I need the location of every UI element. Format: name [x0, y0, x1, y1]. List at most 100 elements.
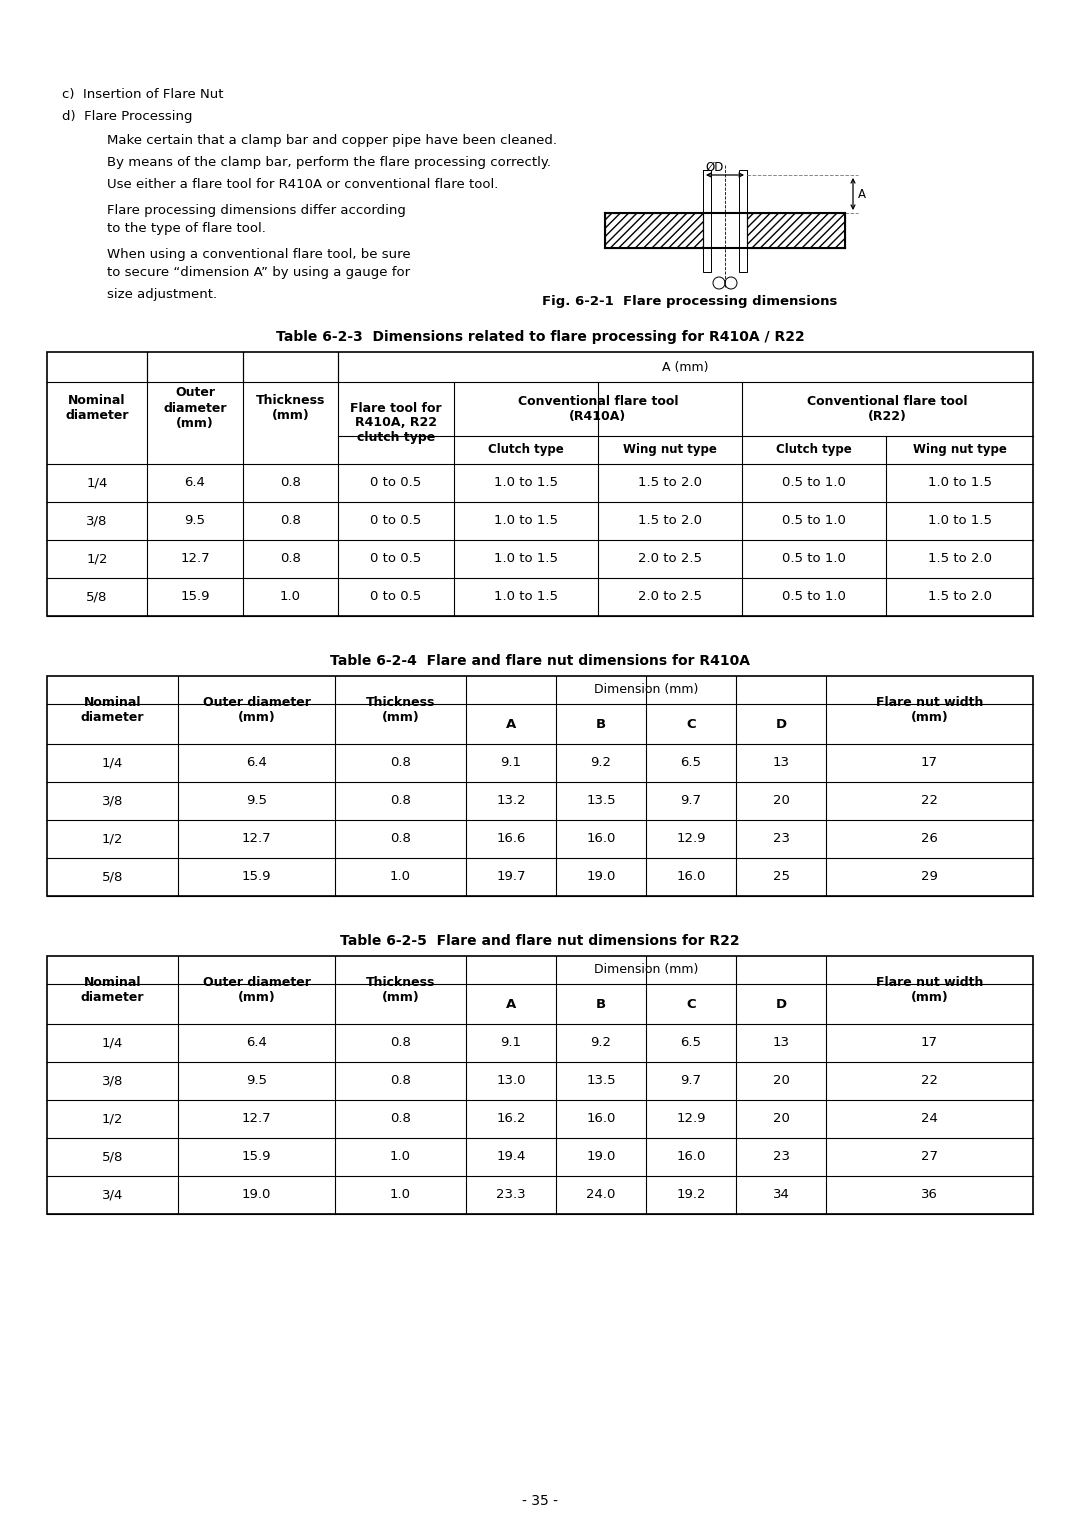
Text: Make certain that a clamp bar and copper pipe have been cleaned.: Make certain that a clamp bar and copper…: [107, 134, 557, 146]
Text: 13: 13: [772, 756, 789, 770]
Text: C: C: [686, 717, 696, 730]
Text: 0.8: 0.8: [280, 476, 301, 490]
Text: Table 6-2-3  Dimensions related to flare processing for R410A / R22: Table 6-2-3 Dimensions related to flare …: [275, 329, 805, 345]
Text: Dimension (mm): Dimension (mm): [594, 964, 698, 976]
Text: to the type of flare tool.: to the type of flare tool.: [107, 223, 266, 235]
Text: 9.7: 9.7: [680, 795, 702, 808]
Text: 13: 13: [772, 1037, 789, 1049]
Text: Outer diameter
(mm): Outer diameter (mm): [203, 976, 310, 1003]
Text: A (mm): A (mm): [662, 360, 708, 374]
Text: 1/4: 1/4: [102, 756, 123, 770]
Text: 26: 26: [921, 833, 937, 845]
Text: 6.5: 6.5: [680, 756, 702, 770]
Text: 9.1: 9.1: [500, 1037, 522, 1049]
Text: 19.0: 19.0: [586, 1150, 616, 1164]
Text: 1.0 to 1.5: 1.0 to 1.5: [494, 552, 558, 566]
Text: 23: 23: [772, 833, 789, 845]
Bar: [703, 169, 711, 271]
Text: size adjustment.: size adjustment.: [107, 288, 217, 300]
Text: Conventional flare tool
(R410A): Conventional flare tool (R410A): [517, 395, 678, 422]
Text: Nominal
diameter: Nominal diameter: [81, 695, 145, 724]
Text: B: B: [596, 717, 606, 730]
Text: 1.5 to 2.0: 1.5 to 2.0: [638, 514, 702, 528]
Text: c)  Insertion of Flare Nut: c) Insertion of Flare Nut: [62, 88, 224, 101]
Text: 0.5 to 1.0: 0.5 to 1.0: [782, 476, 846, 490]
Text: Flare processing dimensions differ according: Flare processing dimensions differ accor…: [107, 204, 406, 217]
Text: 0 to 0.5: 0 to 0.5: [370, 514, 421, 528]
Text: Nominal
diameter: Nominal diameter: [81, 976, 145, 1003]
Text: 16.2: 16.2: [496, 1113, 526, 1125]
Text: 13.2: 13.2: [496, 795, 526, 808]
Text: Clutch type: Clutch type: [488, 444, 564, 456]
Bar: [747, 214, 845, 249]
Text: 16.0: 16.0: [586, 833, 616, 845]
Text: 22: 22: [921, 1075, 939, 1087]
Text: 0 to 0.5: 0 to 0.5: [370, 476, 421, 490]
Text: 6.4: 6.4: [185, 476, 205, 490]
Text: 1.0 to 1.5: 1.0 to 1.5: [494, 476, 558, 490]
Text: 0.5 to 1.0: 0.5 to 1.0: [782, 552, 846, 566]
Text: Nominal
diameter: Nominal diameter: [65, 393, 129, 422]
Text: 16.0: 16.0: [586, 1113, 616, 1125]
Text: to secure “dimension A” by using a gauge for: to secure “dimension A” by using a gauge…: [107, 265, 410, 279]
Text: 9.2: 9.2: [591, 1037, 611, 1049]
Text: Outer diameter
(mm): Outer diameter (mm): [203, 695, 310, 724]
Text: 1/4: 1/4: [86, 476, 108, 490]
Text: 5/8: 5/8: [86, 590, 108, 604]
Text: Wing nut type: Wing nut type: [913, 444, 1007, 456]
Text: 13.0: 13.0: [496, 1075, 526, 1087]
Text: 12.7: 12.7: [242, 1113, 271, 1125]
Text: 9.1: 9.1: [500, 756, 522, 770]
Text: C: C: [686, 997, 696, 1011]
Bar: [739, 169, 747, 271]
Text: 0.5 to 1.0: 0.5 to 1.0: [782, 514, 846, 528]
Text: 9.5: 9.5: [246, 795, 267, 808]
Text: 29: 29: [921, 871, 937, 883]
Text: 12.7: 12.7: [242, 833, 271, 845]
Text: 15.9: 15.9: [242, 871, 271, 883]
Text: 0.8: 0.8: [390, 795, 410, 808]
Text: 17: 17: [921, 1037, 939, 1049]
Text: When using a conventional flare tool, be sure: When using a conventional flare tool, be…: [107, 249, 410, 261]
Text: Table 6-2-5  Flare and flare nut dimensions for R22: Table 6-2-5 Flare and flare nut dimensio…: [340, 933, 740, 949]
Text: Thickness
(mm): Thickness (mm): [366, 976, 435, 1003]
Text: Outer
diameter
(mm): Outer diameter (mm): [163, 386, 227, 430]
Text: 13.5: 13.5: [586, 1075, 616, 1087]
Text: D: D: [775, 997, 786, 1011]
Text: 15.9: 15.9: [242, 1150, 271, 1164]
Bar: [48, 352, 1032, 616]
Text: 0.8: 0.8: [390, 1037, 410, 1049]
Text: 0.8: 0.8: [280, 514, 301, 528]
Text: 1/2: 1/2: [102, 1113, 123, 1125]
Text: 3/8: 3/8: [102, 795, 123, 808]
Text: 1.0: 1.0: [390, 1188, 411, 1202]
Text: A: A: [505, 997, 516, 1011]
Text: 1.5 to 2.0: 1.5 to 2.0: [928, 590, 991, 604]
Text: Conventional flare tool
(R22): Conventional flare tool (R22): [807, 395, 968, 422]
Text: 16.0: 16.0: [676, 871, 705, 883]
Text: 1/4: 1/4: [102, 1037, 123, 1049]
Text: 1.0: 1.0: [280, 590, 301, 604]
Bar: [605, 214, 703, 249]
Text: 3/4: 3/4: [102, 1188, 123, 1202]
Text: 16.0: 16.0: [676, 1150, 705, 1164]
Text: 0 to 0.5: 0 to 0.5: [370, 590, 421, 604]
Text: By means of the clamp bar, perform the flare processing correctly.: By means of the clamp bar, perform the f…: [107, 156, 551, 169]
Text: Dimension (mm): Dimension (mm): [594, 683, 698, 697]
Text: 24: 24: [921, 1113, 937, 1125]
Text: 19.0: 19.0: [586, 871, 616, 883]
Text: 25: 25: [772, 871, 789, 883]
Text: 1/2: 1/2: [102, 833, 123, 845]
Text: 0.8: 0.8: [390, 1113, 410, 1125]
Text: Flare nut width
(mm): Flare nut width (mm): [876, 976, 983, 1003]
Text: 2.0 to 2.5: 2.0 to 2.5: [638, 590, 702, 604]
Text: A: A: [505, 717, 516, 730]
Text: 6.4: 6.4: [246, 1037, 267, 1049]
Text: Flare tool for
R410A, R22
clutch type: Flare tool for R410A, R22 clutch type: [350, 401, 442, 444]
Text: Use either a flare tool for R410A or conventional flare tool.: Use either a flare tool for R410A or con…: [107, 178, 498, 191]
Text: 1.0 to 1.5: 1.0 to 1.5: [928, 476, 991, 490]
Text: 6.5: 6.5: [680, 1037, 702, 1049]
Text: 9.5: 9.5: [185, 514, 205, 528]
Text: 23: 23: [772, 1150, 789, 1164]
Text: 1.5 to 2.0: 1.5 to 2.0: [928, 552, 991, 566]
